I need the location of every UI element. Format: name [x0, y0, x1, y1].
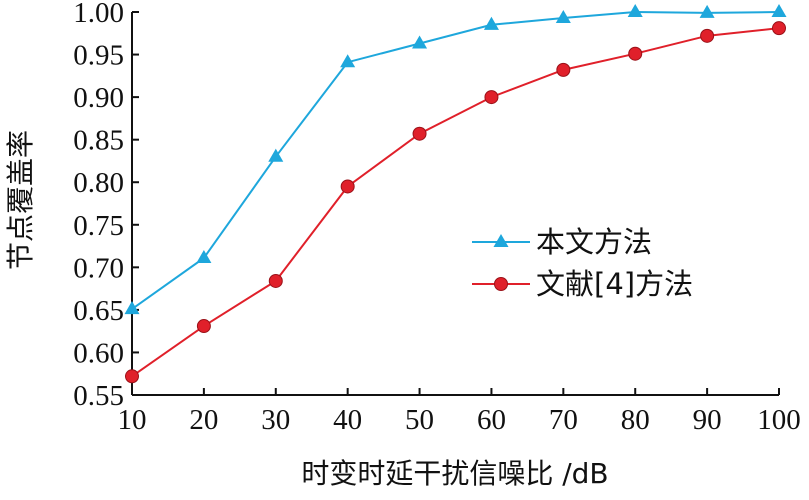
series-line	[131, 27, 780, 378]
legend-label: 文献[4]方法	[536, 267, 693, 301]
data-point	[125, 369, 139, 384]
series-1	[124, 3, 787, 315]
y-tick-label: 0.70	[73, 252, 124, 284]
data-point	[628, 46, 643, 61]
data-point	[627, 3, 643, 18]
data-point	[268, 273, 283, 288]
legend-item-2: 文献[4]方法	[472, 267, 693, 301]
data-point	[484, 90, 499, 105]
x-tick-label: 30	[261, 404, 290, 436]
data-point	[772, 21, 786, 36]
data-point	[340, 179, 355, 194]
legend-label: 本文方法	[536, 225, 652, 259]
data-point	[268, 148, 284, 162]
legend-marker	[493, 233, 509, 248]
data-point	[483, 16, 499, 30]
data-point	[555, 9, 571, 24]
data-point	[556, 62, 571, 77]
y-tick-label: 1.00	[73, 0, 124, 29]
x-axis-title: 时变时延干扰信噪比 /dB	[301, 457, 608, 490]
data-point	[340, 54, 356, 68]
y-tick-label: 0.60	[73, 337, 124, 369]
y-axis-ticks: 0.55 0.60 0.65 0.70 0.75 0.80 0.85 0.90 0.95 1.00	[73, 0, 139, 412]
y-tick-label: 0.95	[73, 40, 124, 72]
y-tick-label: 0.80	[73, 167, 124, 199]
y-tick-label: 0.65	[73, 295, 124, 327]
data-point	[196, 249, 212, 264]
legend-item-1: 本文方法	[472, 225, 652, 259]
data-point	[699, 4, 715, 18]
data-point	[412, 35, 428, 49]
x-tick-label: 60	[477, 404, 506, 436]
x-axis-ticks: 10 20 30 40 50 60 70 80 90 100	[118, 388, 801, 436]
data-point	[196, 319, 211, 334]
y-axis-title: 节点覆盖率	[4, 130, 37, 270]
chart-axes	[131, 12, 779, 396]
data-point	[771, 3, 787, 18]
y-tick-label: 0.90	[73, 82, 124, 114]
series-line	[131, 10, 780, 310]
data-point	[412, 126, 427, 141]
y-tick-label: 0.75	[73, 210, 124, 242]
x-tick-label: 90	[693, 404, 722, 436]
x-tick-label: 10	[118, 404, 147, 436]
x-tick-label: 80	[621, 404, 650, 436]
x-tick-label: 100	[757, 404, 801, 436]
series-2	[125, 21, 786, 384]
x-tick-label: 50	[405, 404, 434, 436]
x-tick-label: 40	[333, 404, 362, 436]
legend-marker	[494, 277, 508, 291]
series-layer	[124, 3, 787, 384]
y-tick-label: 0.55	[73, 380, 124, 412]
y-tick-label: 0.85	[73, 125, 124, 157]
data-point	[124, 301, 140, 315]
x-tick-label: 70	[549, 404, 578, 436]
x-tick-label: 20	[189, 404, 218, 436]
data-point	[700, 28, 715, 43]
